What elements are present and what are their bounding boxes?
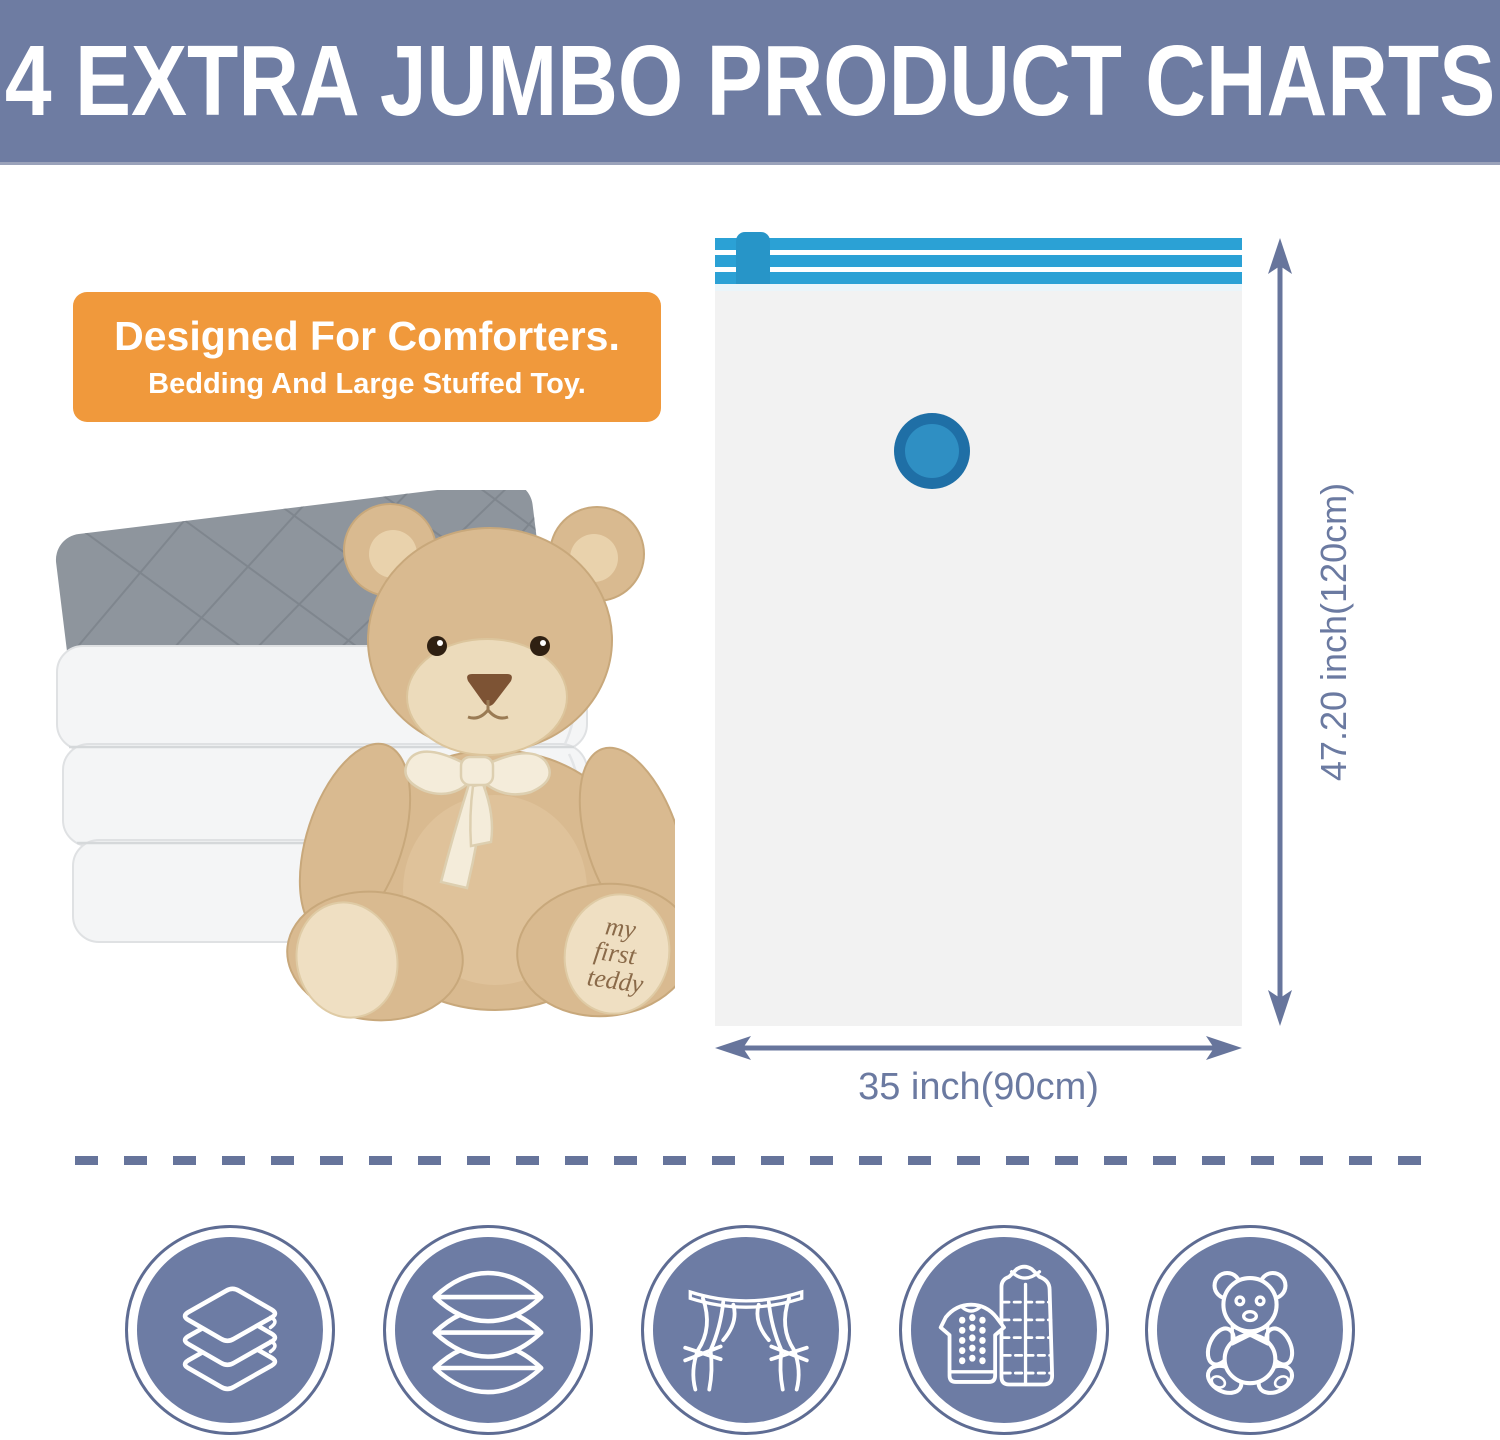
teddy-bear: my first teddy: [286, 503, 675, 1022]
pillows-icon: [432, 1270, 544, 1395]
width-label: 35 inch(90cm): [858, 1066, 1099, 1108]
zipper-stripe: [715, 238, 1242, 250]
feature-badge: Designed For Comforters. Bedding And Lar…: [73, 292, 661, 422]
width-arrow: [715, 1036, 1242, 1060]
curtains-icon: [683, 1289, 809, 1392]
category-folded-blankets: [125, 1225, 335, 1435]
teddy-bear-icon: [1205, 1270, 1295, 1395]
badge-line1: Designed For Comforters.: [114, 313, 620, 359]
height-arrow: [1268, 238, 1292, 1026]
product-photo-illustration: my first teddy: [55, 490, 675, 1022]
height-label: 47.20 inch(120cm): [1313, 482, 1355, 782]
svg-text:my: my: [604, 911, 639, 944]
ribbon-bow: [404, 750, 551, 890]
zipper-stripe: [715, 255, 1242, 267]
vacuum-valve-center: [905, 424, 959, 478]
dashed-divider: [75, 1156, 1434, 1165]
badge-line2: Bedding And Large Stuffed Toy.: [148, 368, 586, 400]
header-banner: 4 EXTRA JUMBO PRODUCT CHARTS: [0, 0, 1500, 165]
zipper-stripe: [715, 272, 1242, 284]
page-title: 4 EXTRA JUMBO PRODUCT CHARTS: [4, 24, 1496, 137]
category-pillows: [383, 1225, 593, 1435]
vacuum-valve: [894, 413, 970, 489]
category-teddy-bear: [1145, 1225, 1355, 1435]
svg-text:first: first: [592, 936, 638, 971]
folded-blankets-icon: [182, 1286, 278, 1392]
height-label-wrap: 47.20 inch(120cm): [1294, 238, 1374, 1026]
category-clothing: [899, 1225, 1109, 1435]
category-curtains: [641, 1225, 851, 1435]
vacuum-bag-diagram: [715, 232, 1242, 1026]
clothing-icon: [938, 1264, 1055, 1387]
bag-body: [715, 284, 1242, 1026]
